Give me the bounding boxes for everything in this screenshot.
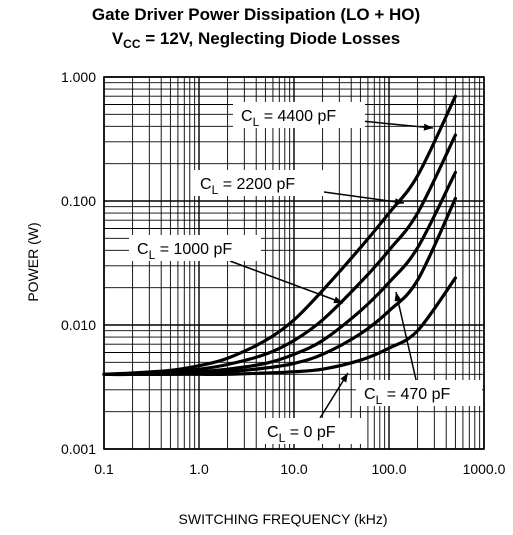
- y-tick-label: 0.100: [61, 193, 96, 209]
- series-label-cl-1000pf: CL = 1000 pF: [129, 235, 261, 262]
- leader-line-cl-1000pf: [229, 260, 344, 304]
- series-label-box: [129, 235, 261, 261]
- series-label-text: CL = 1000 pF: [137, 241, 232, 262]
- leader-arrowhead-cl-2200pf: [394, 198, 404, 206]
- series-label-box: [192, 170, 324, 196]
- x-tick-label: 0.1: [94, 461, 114, 477]
- series-line-cl-0pf: [102, 276, 457, 377]
- series-label-text: CL = 2200 pF: [200, 176, 295, 197]
- chart-title-line1: Gate Driver Power Dissipation (LO + HO): [92, 5, 420, 24]
- leader-arrowhead-cl-4400pf: [423, 123, 433, 131]
- series-label-cl-0pf: CL = 0 pF: [259, 418, 365, 445]
- y-tick-label: 0.010: [61, 317, 96, 333]
- series-label-text: CL = 0 pF: [267, 424, 336, 445]
- series-curves: [102, 94, 457, 377]
- x-axis-label: SWITCHING FREQUENCY (kHz): [179, 511, 388, 527]
- x-tick-label: 1.0: [189, 461, 209, 477]
- chart-title-line2: VCC = 12V, Neglecting Diode Losses: [112, 29, 400, 51]
- leader-line-cl-2200pf: [323, 191, 405, 204]
- x-tick-label: 10.0: [280, 461, 307, 477]
- leader-line-cl-4400pf: [364, 120, 434, 129]
- series-label-box: [356, 380, 482, 406]
- x-tick-label: 1000.0: [463, 461, 506, 477]
- tick-labels: 0.1 1.0 10.0 100.0 1000.0 0.001 0.010 0.100 1.00…: [61, 69, 506, 477]
- y-tick-label: 1.000: [61, 69, 96, 85]
- series-label-box: [259, 418, 365, 444]
- series-label-text: CL = 4400 pF: [241, 108, 336, 129]
- label-leaders: [229, 120, 434, 419]
- leader-arrowhead-cl-470pf: [394, 292, 402, 302]
- series-label-cl-4400pf: CL = 4400 pF: [233, 102, 365, 129]
- y-tick-label: 0.001: [61, 441, 96, 457]
- plot-frame: [103, 76, 485, 450]
- series-labels: CL = 4400 pF CL = 2200 pF CL = 1000 pF CL =…: [129, 102, 482, 445]
- series-label-cl-470pf: CL = 470 pF: [356, 380, 482, 407]
- leader-line-cl-470pf: [395, 291, 417, 381]
- x-tick-label: 100.0: [371, 461, 406, 477]
- y-axis-label: POWER (W): [25, 222, 41, 301]
- leader-arrowhead-cl-1000pf: [333, 296, 343, 304]
- series-label-box: [233, 102, 365, 128]
- series-label-cl-2200pf: CL = 2200 pF: [192, 170, 324, 197]
- leader-arrowhead-cl-0pf: [340, 373, 348, 383]
- series-label-text: CL = 470 pF: [364, 386, 451, 407]
